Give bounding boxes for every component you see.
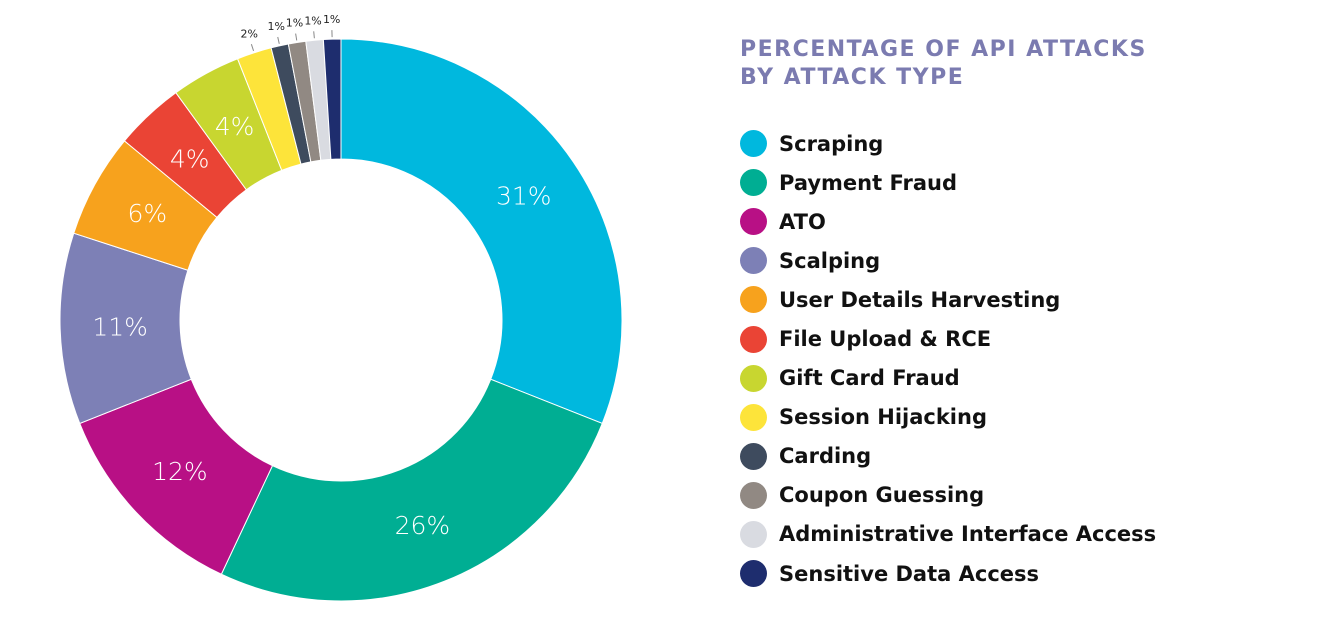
legend-label-scraping: Scraping [779, 131, 884, 156]
slice-label-gift-card-fraud: 4% [215, 112, 255, 141]
legend-swatch-carding [740, 442, 767, 470]
legend-swatch-ato [740, 208, 767, 236]
slice-label-ato: 12% [152, 457, 208, 486]
slice-label-carding: 1% [267, 20, 284, 33]
legend-swatch-coupon-guessing [740, 481, 767, 509]
slice-label-administrative-interface-access: 1% [304, 14, 321, 27]
legend-swatch-sensitive-data-access [740, 560, 767, 588]
legend-swatch-administrative-interface-access [740, 520, 767, 548]
legend-swatch-payment-fraud [740, 169, 767, 197]
slice-label-sensitive-data-access: 1% [323, 13, 340, 26]
legend-swatch-user-details-harvesting [740, 286, 767, 314]
legend-label-user-details-harvesting: User Details Harvesting [779, 287, 1061, 312]
slice-leader-coupon-guessing [295, 33, 298, 41]
legend-item-carding: Carding [740, 437, 1156, 476]
legend-label-ato: ATO [779, 209, 826, 234]
slice-label-session-hijacking: 2% [240, 28, 257, 41]
legend-item-payment-fraud: Payment Fraud [740, 163, 1156, 202]
legend-swatch-scalping [740, 247, 767, 275]
slice-label-user-details-harvesting: 6% [128, 199, 168, 228]
legend-label-gift-card-fraud: Gift Card Fraud [779, 366, 960, 391]
chart-title-line-2: BY ATTACK TYPE [740, 65, 965, 90]
legend-item-session-hijacking: Session Hijacking [740, 398, 1156, 437]
legend-swatch-gift-card-fraud [740, 364, 767, 392]
slice-leader-session-hijacking [250, 44, 255, 52]
legend-item-scalping: Scalping [740, 241, 1156, 280]
legend-item-user-details-harvesting: User Details Harvesting [740, 280, 1156, 319]
legend-swatch-scraping [740, 130, 767, 158]
chart-title-line-1: PERCENTAGE OF API ATTACKS [740, 37, 1147, 62]
legend-item-sensitive-data-access: Sensitive Data Access [740, 554, 1156, 593]
legend-label-coupon-guessing: Coupon Guessing [779, 483, 985, 508]
slice-label-payment-fraud: 26% [395, 511, 451, 540]
slice-scraping [340, 38, 623, 425]
legend-label-carding: Carding [779, 444, 872, 469]
slice-sensitive-data-access [322, 38, 342, 160]
legend-item-administrative-interface-access: Administrative Interface Access [740, 515, 1156, 554]
legend-label-file-upload-and-rce: File Upload & RCE [779, 327, 992, 352]
slice-label-scraping: 31% [496, 181, 552, 210]
legend-item-file-upload-and-rce: File Upload & RCE [740, 319, 1156, 358]
legend-item-ato: ATO [740, 202, 1156, 241]
donut-slices [59, 38, 623, 602]
legend-item-gift-card-fraud: Gift Card Fraud [740, 359, 1156, 398]
donut-slice-labels: 31%26%12%11%6%4%4%2%1% 1% 1% 1% [92, 13, 551, 540]
slice-leader-administrative-interface-access [313, 31, 315, 39]
legend-item-coupon-guessing: Coupon Guessing [740, 476, 1156, 515]
legend-label-payment-fraud: Payment Fraud [779, 170, 957, 195]
legend-item-scraping: Scraping [740, 124, 1156, 163]
legend-label-session-hijacking: Session Hijacking [779, 405, 987, 430]
legend-swatch-file-upload-and-rce [740, 325, 767, 353]
donut-chart: 31%26%12%11%6%4%4%2%1% 1% 1% 1% [59, 13, 623, 602]
slice-leader-carding [277, 36, 280, 44]
slice-label-file-upload-and-rce: 4% [170, 144, 210, 173]
chart-legend: Scraping Payment Fraud ATO Scalping User Det… [740, 124, 1156, 593]
slice-label-coupon-guessing: 1% [286, 17, 303, 30]
slice-payment-fraud [220, 378, 603, 602]
legend-label-scalping: Scalping [779, 248, 881, 273]
slice-label-scalping: 11% [92, 312, 148, 341]
legend-label-sensitive-data-access: Sensitive Data Access [779, 561, 1040, 586]
legend-label-administrative-interface-access: Administrative Interface Access [779, 522, 1157, 547]
chart-title: PERCENTAGE OF API ATTACKS BY ATTACK TYPE [740, 36, 1147, 92]
legend-swatch-session-hijacking [740, 403, 767, 431]
